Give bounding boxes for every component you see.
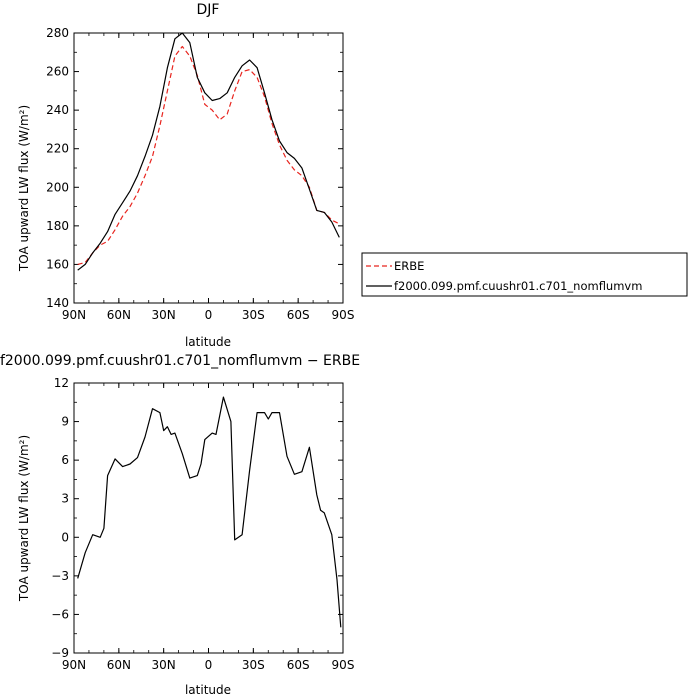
top-x-tick-label: 90N xyxy=(62,308,86,322)
top-y-tick-label: 260 xyxy=(46,65,69,79)
legend-box xyxy=(361,252,688,297)
bottom-x-tick-label: 30S xyxy=(242,658,265,672)
top-y-tick-label: 180 xyxy=(46,219,69,233)
bottom-y-tick-label: −9 xyxy=(51,646,69,660)
bottom-panel: f2000.099.pmf.cuushr01.c701_nomflumvm − … xyxy=(0,353,360,697)
bottom-x-axis-label: latitude xyxy=(185,683,231,697)
bottom-y-tick-label: 3 xyxy=(61,492,69,506)
bottom-x-tick-label: 90N xyxy=(62,658,86,672)
bottom-x-tick-label: 30N xyxy=(152,658,176,672)
bottom-plot-frame xyxy=(73,382,344,654)
legend-label-erbe: ERBE xyxy=(394,259,424,273)
bottom-plot-area: 90N 60N 30N 0 30S 60S 90S −9 −6 −3 0 3 6 9 12 xyxy=(51,376,354,672)
top-y-tick-label: 280 xyxy=(46,26,69,40)
top-x-tick-label: 60S xyxy=(287,308,310,322)
top-y-tick-label: 140 xyxy=(46,296,69,310)
top-y-axis-label: TOA upward LW flux (W/m²) xyxy=(17,105,31,272)
top-y-tick-label: 200 xyxy=(46,180,69,194)
bottom-x-tick-label: 90S xyxy=(332,658,355,672)
top-series-line-1 xyxy=(77,32,340,271)
bottom-y-tick-label: −6 xyxy=(51,607,69,621)
bottom-y-tick-label: 12 xyxy=(54,376,69,390)
bottom-y-tick-label: 9 xyxy=(61,415,69,429)
top-chart-title: DJF xyxy=(197,2,220,18)
legend-label-model: f2000.099.pmf.cuushr01.c701_nomflumvm xyxy=(394,279,642,293)
bottom-x-tick-label: 0 xyxy=(205,658,213,672)
top-x-tick-label: 30N xyxy=(152,308,176,322)
bottom-chart-title: f2000.099.pmf.cuushr01.c701_nomflumvm − … xyxy=(0,353,360,369)
top-plot-frame xyxy=(73,32,344,304)
top-series-line-0 xyxy=(77,45,340,265)
top-y-tick-label: 220 xyxy=(46,142,69,156)
top-y-tick-label: 160 xyxy=(46,257,69,271)
bottom-x-tick-label: 60S xyxy=(287,658,310,672)
bottom-y-tick-label: −3 xyxy=(51,569,69,583)
top-x-axis-label: latitude xyxy=(185,335,231,349)
bottom-series-line-0 xyxy=(77,396,342,628)
top-x-tick-label: 30S xyxy=(242,308,265,322)
top-panel: DJF TOA upward LW flux (W/m²) 90N 60N 30N 0… xyxy=(17,2,354,349)
bottom-y-axis-label: TOA upward LW flux (W/m²) xyxy=(17,435,31,602)
top-x-tick-label: 0 xyxy=(205,308,213,322)
bottom-x-tick-label: 60N xyxy=(107,658,131,672)
top-x-tick-label: 90S xyxy=(332,308,355,322)
top-plot-area: 90N 60N 30N 0 30S 60S 90S 140 160 180 200 220 240 260… xyxy=(46,26,354,322)
bottom-y-tick-label: 6 xyxy=(61,453,69,467)
top-x-tick-label: 60N xyxy=(107,308,131,322)
top-y-tick-label: 240 xyxy=(46,103,69,117)
bottom-y-tick-label: 0 xyxy=(61,530,69,544)
legend: ERBE f2000.099.pmf.cuushr01.c701_nomflum… xyxy=(361,252,688,297)
